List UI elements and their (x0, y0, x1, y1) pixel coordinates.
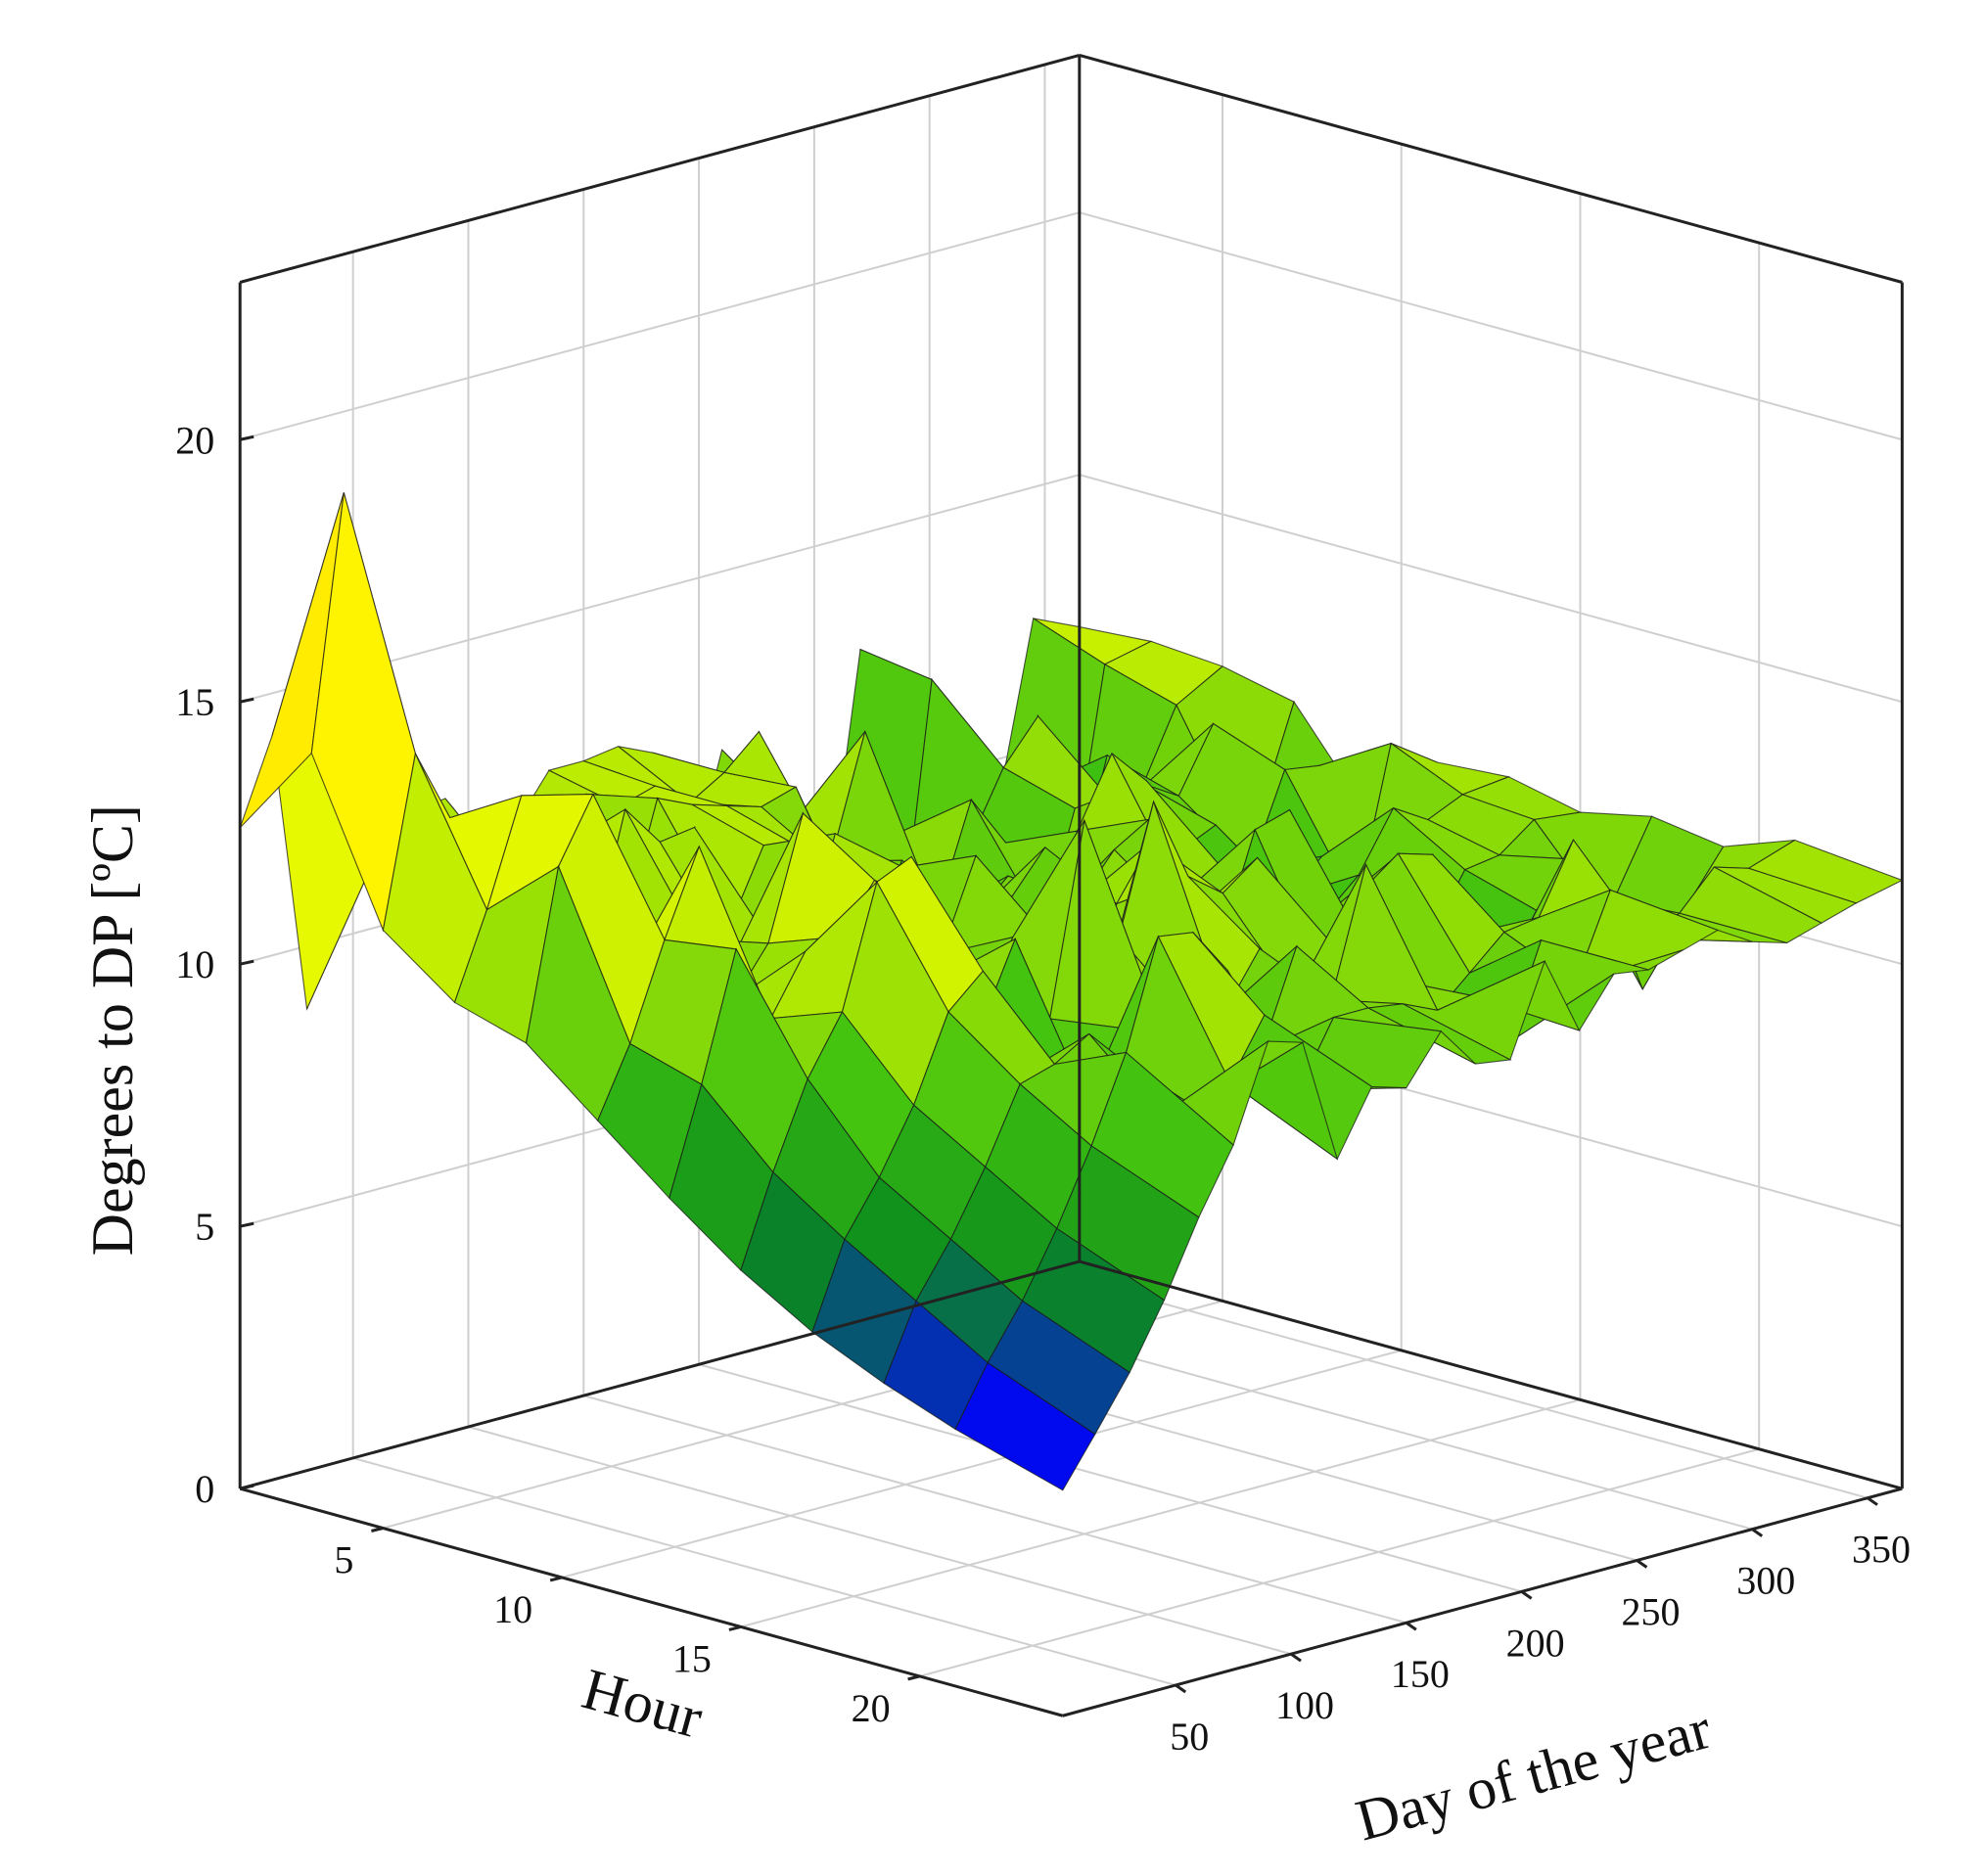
grid-floor-hour-3 (919, 1447, 1760, 1677)
box-edge-day-axis (1062, 1487, 1903, 1717)
hour-tick-label-1: 10 (493, 1587, 532, 1631)
day-tick-3 (1520, 1590, 1533, 1600)
day-tick-4 (1636, 1559, 1648, 1569)
z-tick-0 (239, 1484, 254, 1490)
box-edge-floor-back-left (239, 1259, 1081, 1490)
grid-wall1-z-4 (239, 211, 1081, 441)
tick-marks (239, 435, 1878, 1694)
z-tick-4 (239, 435, 254, 441)
grid-floor-day-2 (583, 1395, 1407, 1624)
day-tick-1 (1290, 1652, 1302, 1663)
grid-wall2-z-4 (1079, 211, 1903, 441)
axes-box (238, 53, 1904, 1717)
day-tick-6 (1867, 1496, 1878, 1506)
z-tick-label-2: 10 (175, 942, 214, 986)
hour-tick-label-0: 5 (334, 1538, 353, 1582)
day-tick-label-0: 50 (1170, 1715, 1209, 1759)
day-tick-2 (1405, 1622, 1417, 1631)
grid-wall2-z-3 (1079, 474, 1903, 704)
z-tick-label-1: 5 (195, 1205, 214, 1249)
z-tick-label-4: 20 (175, 418, 214, 462)
grid-floor-day-6 (1044, 1269, 1868, 1499)
box-edge-top-right (1079, 53, 1903, 284)
day-tick-label-4: 250 (1621, 1589, 1680, 1633)
day-tick-5 (1751, 1528, 1764, 1537)
grid-floor-hour-1 (561, 1349, 1403, 1579)
z-tick-1 (239, 1221, 254, 1228)
surface-mesh (239, 492, 1904, 1491)
box-edge-floor-back-right (1079, 1259, 1903, 1490)
day-tick-label-5: 300 (1736, 1559, 1795, 1603)
z-tick-label-3: 15 (175, 680, 214, 724)
z-tick-label-0: 0 (195, 1467, 214, 1511)
day-tick-label-6: 350 (1852, 1528, 1911, 1572)
z-tick-3 (239, 697, 254, 704)
grid-floor-day-0 (352, 1456, 1176, 1686)
day-tick-label-3: 200 (1506, 1621, 1565, 1665)
day-tick-label-1: 100 (1275, 1683, 1334, 1727)
grid-floor-hour-2 (740, 1398, 1581, 1628)
day-tick-label-2: 150 (1391, 1652, 1450, 1696)
grid-floor-day-3 (698, 1363, 1522, 1593)
tick-labels: 0 5 10 15 20 5 10 15 20 50 100 150 200 250 300 350 (175, 418, 1911, 1759)
box-edge-top-left (239, 53, 1081, 284)
day-tick-0 (1175, 1683, 1187, 1694)
x-axis-title: Day of the year (1350, 1696, 1718, 1853)
surface-cell-263 (954, 1361, 1096, 1491)
z-axis-title: Degrees to DP [ºC] (80, 804, 145, 1256)
hour-tick-0 (371, 1527, 384, 1533)
hour-tick-1 (549, 1576, 563, 1582)
z-tick-2 (239, 959, 254, 966)
hour-tick-label-3: 20 (852, 1686, 891, 1730)
hour-tick-3 (907, 1674, 920, 1681)
grid-floor-day-1 (468, 1426, 1292, 1656)
hour-tick-2 (728, 1624, 742, 1631)
box-edge-hour-axis (239, 1487, 1064, 1717)
hour-tick-label-2: 15 (672, 1636, 712, 1680)
